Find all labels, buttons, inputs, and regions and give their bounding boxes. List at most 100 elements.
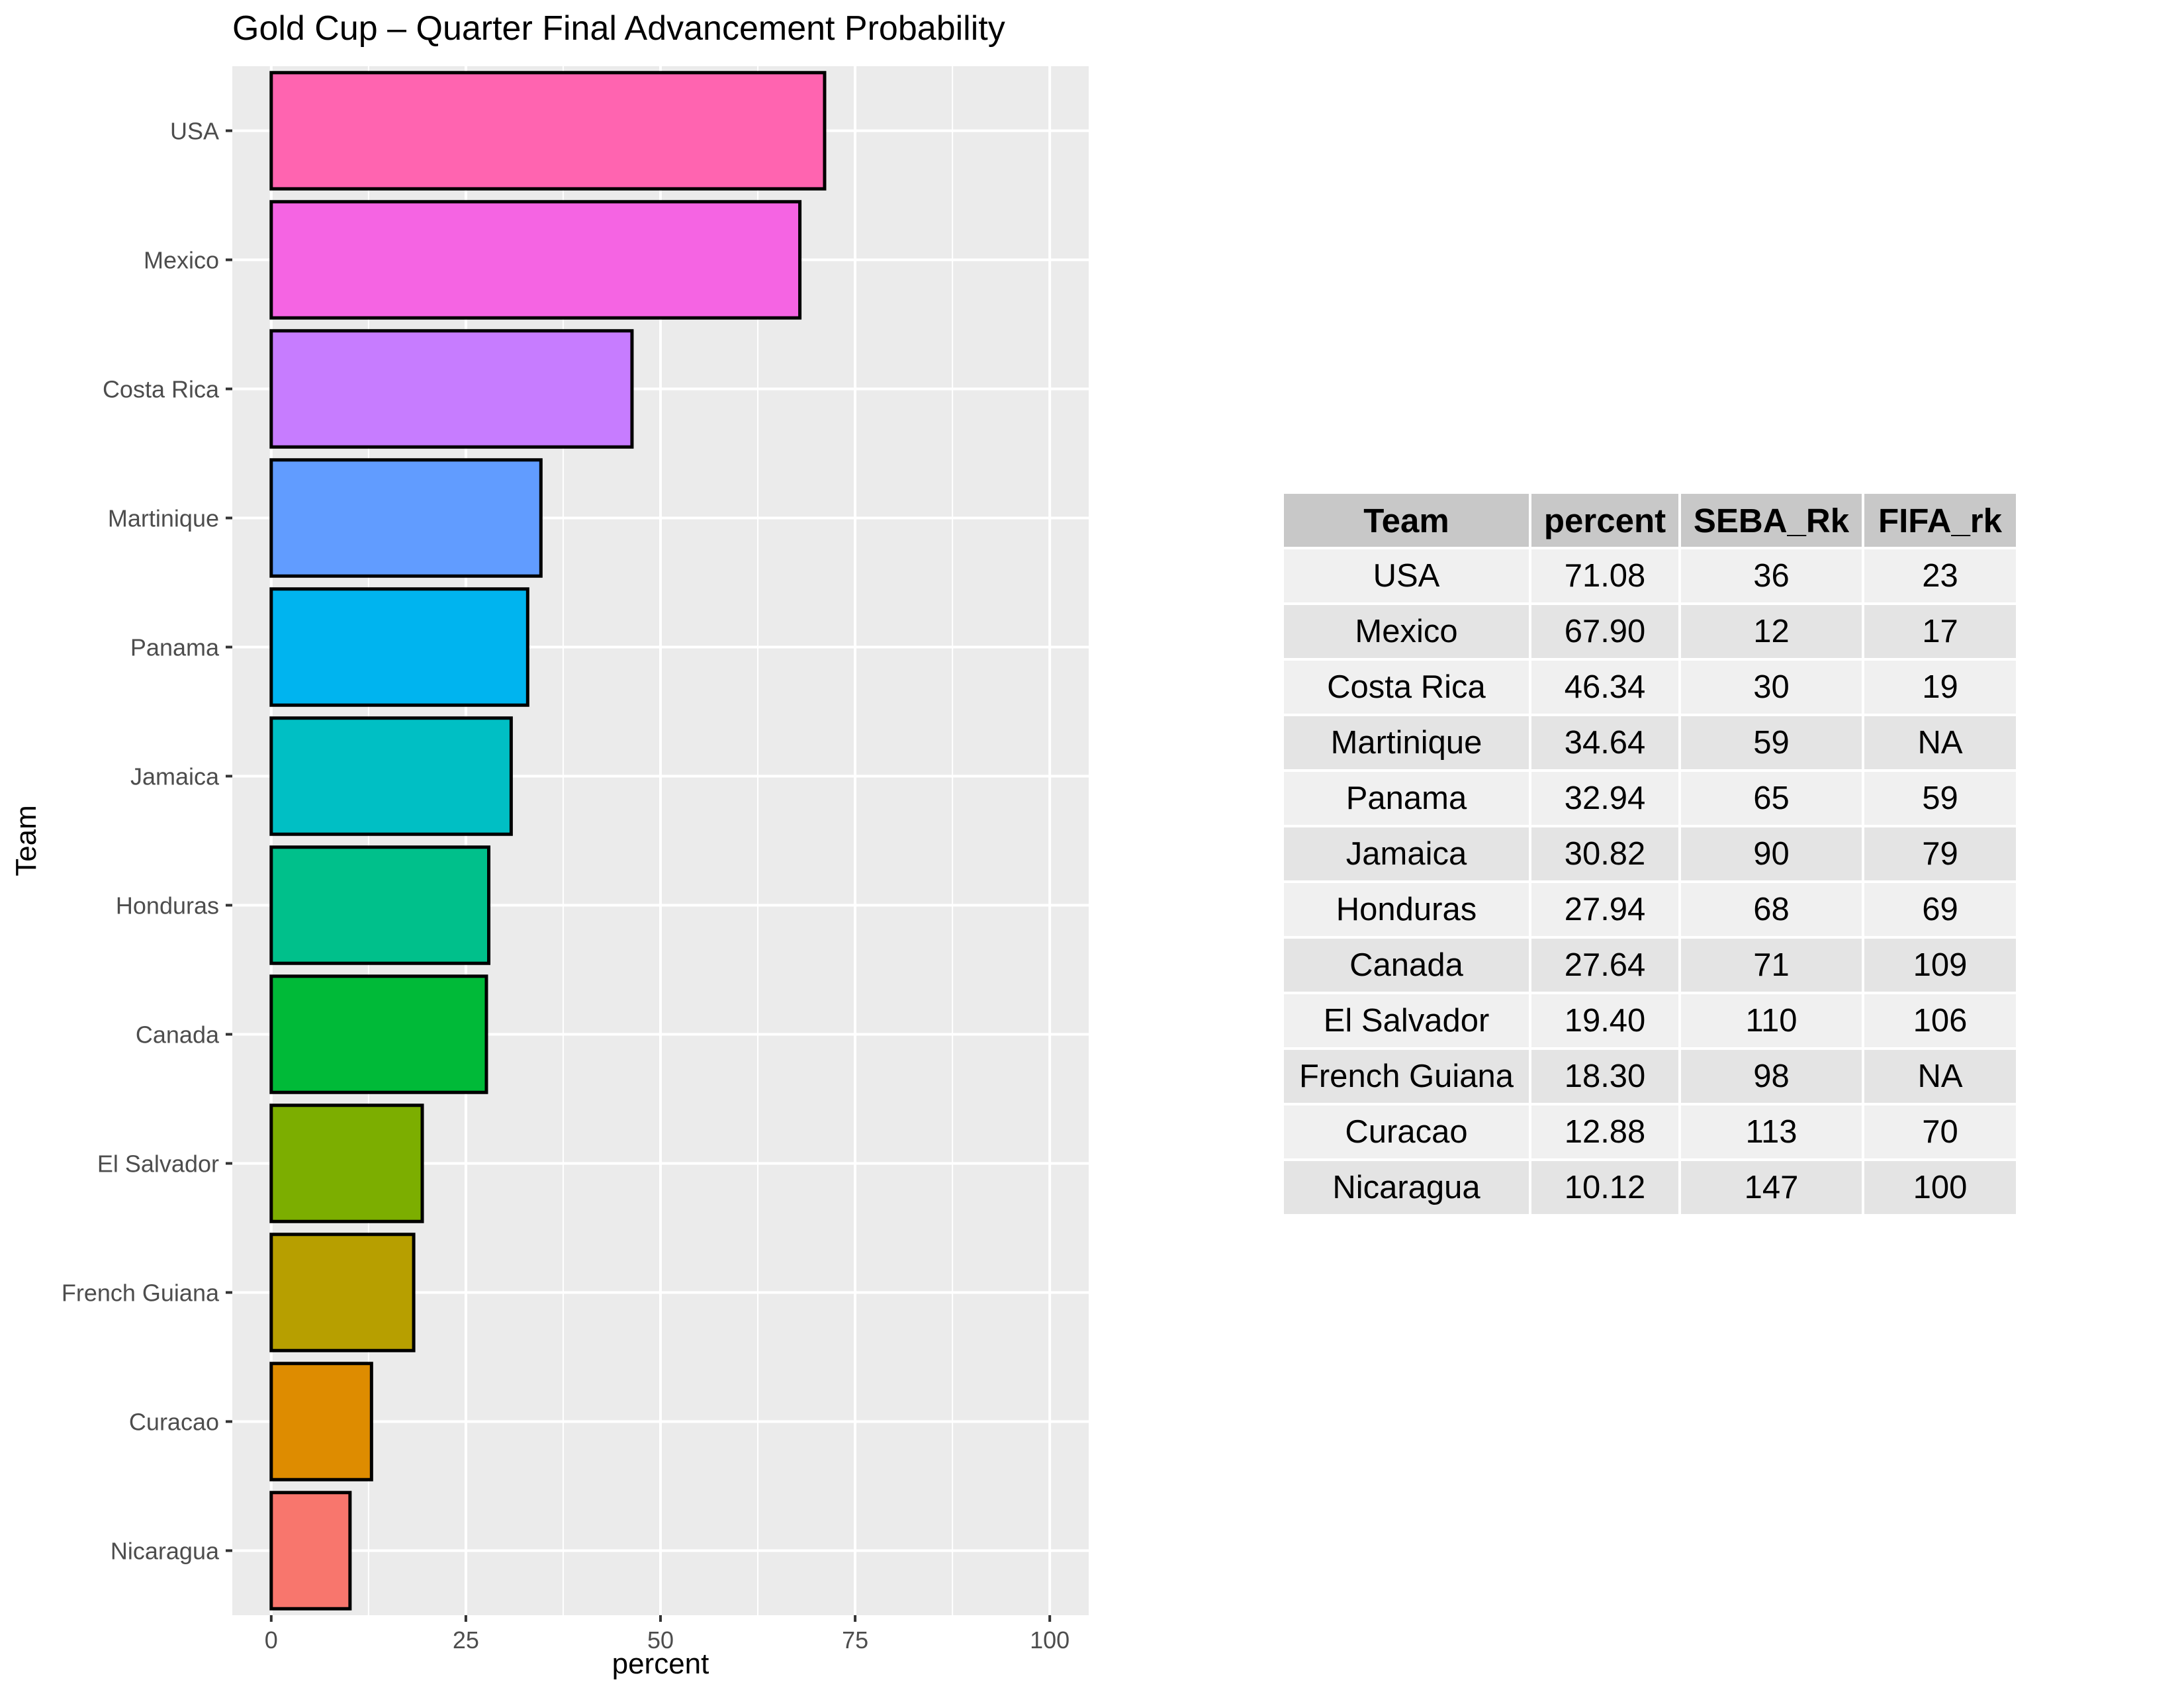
bar [269,200,802,320]
table-cell-percent: 27.64 [1531,939,1678,992]
y-tick-label: Martinique [108,505,219,532]
table-cell-fifa-rk: 17 [1864,605,2016,658]
table-cell-percent: 19.40 [1531,994,1678,1047]
bar [269,71,827,191]
x-axis-label: percent [612,1648,709,1680]
table-cell-seba-rk: 59 [1681,716,1862,769]
table-row: Honduras 27.94 68 69 [1284,883,2016,936]
x-tick-label: 50 [647,1626,674,1654]
table-cell-fifa-rk: 79 [1864,827,2016,880]
table-cell-seba-rk: 12 [1681,605,1862,658]
y-tick-label: Honduras [116,892,219,919]
minor-gridlines [367,66,954,1615]
table-cell-seba-rk: 98 [1681,1050,1862,1103]
table-cell-fifa-rk: 19 [1864,661,2016,714]
table-cell-seba-rk: 110 [1681,994,1862,1047]
table-row: Martinique 34.64 59 NA [1284,716,2016,769]
y-tick-label: Mexico [144,247,219,274]
bar [269,1491,352,1611]
table-row: Curacao 12.88 113 70 [1284,1105,2016,1158]
y-tick-label: USA [170,118,219,145]
y-tick-label: Costa Rica [103,376,220,403]
table-cell-seba-rk: 30 [1681,661,1862,714]
table-cell-percent: 71.08 [1531,549,1678,602]
bar [269,587,529,707]
y-tick-label: Panama [130,634,220,661]
table-cell-percent: 12.88 [1531,1105,1678,1158]
table-cell-fifa-rk: 23 [1864,549,2016,602]
table-row: Panama 32.94 65 59 [1284,772,2016,825]
table-cell-fifa-rk: 69 [1864,883,2016,936]
table-cell-percent: 46.34 [1531,661,1678,714]
y-axis: USA Mexico Costa Rica Martinique Panama Jamai… [62,118,232,1565]
table-cell-fifa-rk: 106 [1864,994,2016,1047]
table-cell-team: Panama [1284,772,1529,825]
table-cell-seba-rk: 147 [1681,1161,1862,1214]
y-axis-label: Team [10,805,42,876]
table-cell-team: Martinique [1284,716,1529,769]
table-row: Canada 27.64 71 109 [1284,939,2016,992]
table-cell-team: Curacao [1284,1105,1529,1158]
bar [269,458,543,578]
y-tick-label: Canada [136,1021,220,1049]
bar [269,716,513,836]
table-header-percent: percent [1531,494,1678,547]
table-cell-percent: 32.94 [1531,772,1678,825]
bar [269,845,490,965]
table-header-team: Team [1284,494,1529,547]
y-tick-label: Curacao [129,1409,219,1436]
table-cell-team: Honduras [1284,883,1529,936]
table-cell-team: Canada [1284,939,1529,992]
table-cell-team: Nicaragua [1284,1161,1529,1214]
bar [269,1103,424,1223]
table-cell-percent: 34.64 [1531,716,1678,769]
x-tick-label: 100 [1030,1626,1069,1654]
table-cell-team: Mexico [1284,605,1529,658]
major-gridlines [232,66,1089,1615]
table-cell-team: French Guiana [1284,1050,1529,1103]
chart-title: Gold Cup – Quarter Final Advancement Pro… [232,9,1005,48]
table-row: Mexico 67.90 12 17 [1284,605,2016,658]
bar [269,1233,416,1352]
x-axis: 0 25 50 75 100 [265,1615,1069,1654]
table-cell-seba-rk: 90 [1681,827,1862,880]
table-cell-seba-rk: 113 [1681,1105,1862,1158]
table-cell-percent: 27.94 [1531,883,1678,936]
table-cell-percent: 30.82 [1531,827,1678,880]
x-tick-label: 25 [453,1626,479,1654]
table-row: French Guiana 18.30 98 NA [1284,1050,2016,1103]
table-cell-fifa-rk: NA [1864,1050,2016,1103]
y-tick-label: Jamaica [130,763,220,790]
table-header-seba-rk: SEBA_Rk [1681,494,1862,547]
table-row: El Salvador 19.40 110 106 [1284,994,2016,1047]
table-cell-fifa-rk: 70 [1864,1105,2016,1158]
table-row: USA 71.08 36 23 [1284,549,2016,602]
bar [269,329,634,449]
table-row: Nicaragua 10.12 147 100 [1284,1161,2016,1214]
table-row: Costa Rica 46.34 30 19 [1284,661,2016,714]
table-cell-seba-rk: 36 [1681,549,1862,602]
table-cell-team: Jamaica [1284,827,1529,880]
table-cell-seba-rk: 65 [1681,772,1862,825]
x-tick-label: 0 [265,1626,278,1654]
table-cell-seba-rk: 68 [1681,883,1862,936]
y-tick-label: El Salvador [97,1150,219,1178]
table-cell-percent: 10.12 [1531,1161,1678,1214]
x-tick-label: 75 [842,1626,868,1654]
table-cell-team: El Salvador [1284,994,1529,1047]
bars-group [269,71,827,1611]
table-cell-percent: 18.30 [1531,1050,1678,1103]
table-cell-team: Costa Rica [1284,661,1529,714]
bar [269,974,488,1094]
table-row: Jamaica 30.82 90 79 [1284,827,2016,880]
table-cell-percent: 67.90 [1531,605,1678,658]
y-tick-label: French Guiana [62,1280,220,1307]
table-cell-fifa-rk: NA [1864,716,2016,769]
table-cell-fifa-rk: 100 [1864,1161,2016,1214]
table-cell-team: USA [1284,549,1529,602]
table-cell-fifa-rk: 59 [1864,772,2016,825]
table-cell-fifa-rk: 109 [1864,939,2016,992]
y-tick-label: Nicaragua [111,1538,220,1565]
bar [269,1362,373,1481]
